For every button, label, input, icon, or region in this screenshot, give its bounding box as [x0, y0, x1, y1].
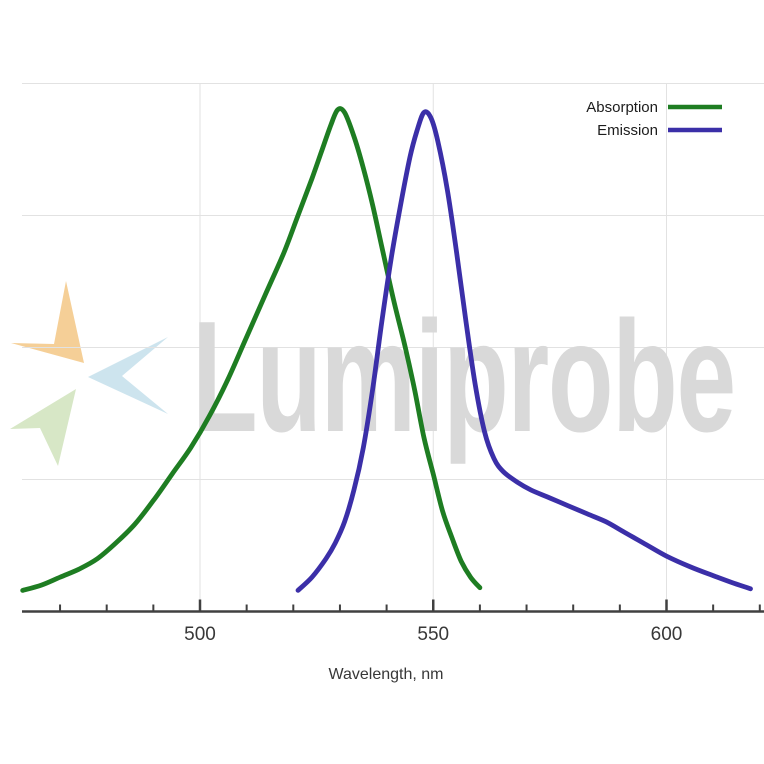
tick-label-550: 550	[417, 624, 449, 645]
x-axis-title: Wavelength, nm	[328, 666, 443, 683]
legend-item-emission: Emission	[597, 122, 722, 139]
legend-label-emission: Emission	[597, 122, 658, 139]
curves	[20, 106, 753, 593]
x-axis-ticks	[59, 599, 761, 612]
gridlines	[22, 83, 764, 612]
tick-label-600: 600	[651, 624, 683, 645]
x-axis: 500 550 600 Wavelength, nm	[22, 599, 764, 683]
absorption-curve	[20, 106, 483, 593]
x-axis-tick-labels: 500 550 600	[184, 624, 682, 645]
logo-green-chevron	[10, 389, 76, 466]
lumiprobe-logo-star	[10, 281, 168, 466]
legend-item-absorption: Absorption	[586, 99, 722, 116]
legend-label-absorption: Absorption	[586, 99, 658, 116]
legend: Absorption Emission	[586, 99, 722, 139]
logo-blue-chevron	[88, 337, 168, 414]
tick-label-500: 500	[184, 624, 216, 645]
logo-orange-chevron	[11, 281, 84, 363]
emission-curve	[295, 109, 753, 593]
